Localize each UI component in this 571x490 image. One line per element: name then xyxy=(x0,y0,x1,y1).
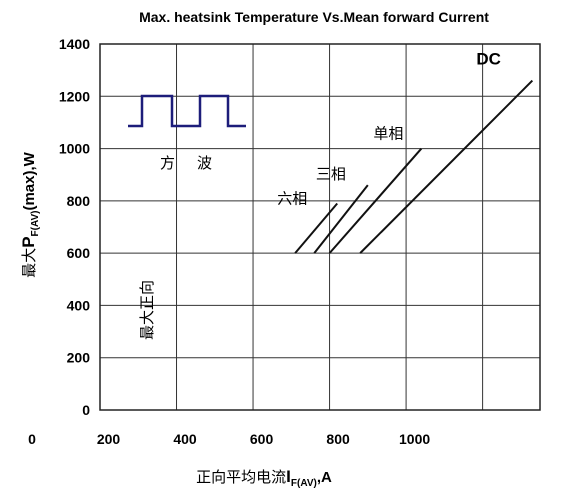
inset-label: 方波 xyxy=(160,155,234,172)
y-ticks: 0 200 400 600 800 1000 1200 1400 xyxy=(59,36,90,418)
x-ticks: 0 200 400 600 800 1000 xyxy=(28,431,430,447)
y-axis-label-secondary: 最大正向 xyxy=(139,280,156,340)
y-tick-label-6: 1200 xyxy=(59,88,90,104)
x-tick-label-2: 400 xyxy=(173,431,197,447)
series-label-1: 三相 xyxy=(316,166,346,183)
series-lines xyxy=(294,79,534,254)
series-line-0 xyxy=(294,202,338,254)
chart-title: Max. heatsink Temperature Vs.Mean forwar… xyxy=(139,9,489,25)
x-tick-label-4: 800 xyxy=(326,431,350,447)
y-tick-label-7: 1400 xyxy=(59,36,90,52)
y-axis-label: 最大PF(AV)(max),W xyxy=(19,151,41,277)
y-tick-label-4: 800 xyxy=(67,193,91,209)
series-line-3 xyxy=(359,79,534,254)
series-label-2: 单相 xyxy=(373,126,403,143)
series-line-1 xyxy=(313,184,369,254)
grid xyxy=(100,43,540,410)
x-tick-label-1: 200 xyxy=(97,431,121,447)
x-tick-label-3: 600 xyxy=(250,431,274,447)
series-label-3: DC xyxy=(476,50,501,69)
square-wave-icon xyxy=(128,94,246,128)
x-tick-label-0: 0 xyxy=(28,431,36,447)
y-tick-label-1: 200 xyxy=(67,350,91,366)
series-label-0: 六相 xyxy=(277,190,307,207)
y-tick-label-0: 0 xyxy=(82,402,90,418)
series-line-2 xyxy=(328,147,423,254)
plot-frame xyxy=(99,43,541,411)
y-tick-label-5: 1000 xyxy=(59,141,90,157)
x-tick-label-5: 1000 xyxy=(399,431,430,447)
y-tick-label-2: 400 xyxy=(67,297,91,313)
x-axis-label: 正向平均电流IF(AV),A xyxy=(196,467,332,489)
y-tick-label-3: 600 xyxy=(67,245,91,261)
